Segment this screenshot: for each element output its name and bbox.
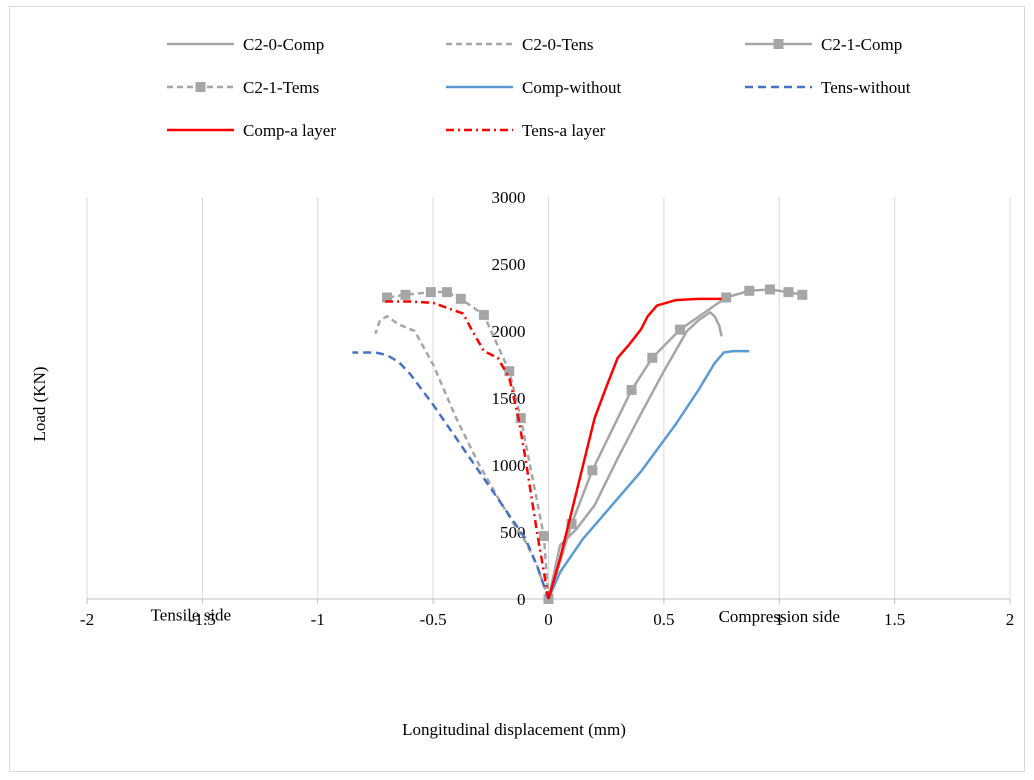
data-point-marker — [647, 352, 658, 363]
legend-label: C2-0-Comp — [243, 35, 324, 54]
data-point-marker — [765, 284, 776, 295]
data-point-marker — [515, 413, 526, 424]
legend-entry: C2-1-Comp — [745, 35, 902, 54]
legend-label: Comp-a layer — [243, 121, 336, 140]
legend-label: Tens-without — [821, 78, 911, 97]
x-tick-label: 1.5 — [884, 610, 905, 629]
series-line — [374, 315, 550, 600]
chart: C2-0-Comp C2-0-Tens C2-1-Comp C2-1-Tems Comp… — [30, 35, 1014, 739]
x-tick-label: 0.5 — [653, 610, 674, 629]
series-c2-1-comp — [543, 284, 808, 604]
x-tick-label: 2 — [1006, 610, 1015, 629]
x-tick-label: -1.5 — [189, 610, 216, 629]
data-point-marker — [455, 293, 466, 304]
y-tick-label: 500 — [500, 523, 526, 542]
legend-label: Tens-a layer — [522, 121, 606, 140]
series-line — [547, 288, 803, 600]
data-point-marker — [783, 287, 794, 298]
data-point-marker — [538, 531, 549, 542]
data-point-marker — [675, 324, 686, 335]
x-axis-label: Longitudinal displacement (mm) — [402, 720, 626, 739]
x-tick-label: -0.5 — [420, 610, 447, 629]
grid — [86, 197, 1011, 599]
series-line — [547, 297, 722, 600]
series-line — [352, 351, 550, 600]
legend: C2-0-Comp C2-0-Tens C2-1-Comp C2-1-Tems Comp… — [167, 35, 911, 140]
chart-frame: C2-0-Comp C2-0-Tens C2-1-Comp C2-1-Tems Comp… — [9, 6, 1025, 772]
annotation: Tensile side — [151, 605, 231, 624]
data-point-marker — [425, 287, 436, 298]
legend-entry: Tens-a layer — [446, 121, 606, 140]
y-tick-label: 1500 — [492, 389, 526, 408]
data-point-marker — [744, 285, 755, 296]
series-line — [382, 300, 550, 600]
legend-label: Comp-without — [522, 78, 621, 97]
series-tens-a-layer — [382, 300, 550, 600]
series-comp-without — [547, 349, 750, 600]
data-point-marker — [721, 292, 732, 303]
legend-entry: C2-0-Comp — [167, 35, 324, 54]
y-tick-label: 0 — [517, 590, 526, 609]
x-tick-label: -1 — [311, 610, 325, 629]
data-point-marker — [626, 384, 637, 395]
legend-entry: Tens-without — [745, 78, 911, 97]
y-tick-label: 1000 — [492, 456, 526, 475]
y-tick-label: 2000 — [492, 322, 526, 341]
axes: -2 -1.5 -1 -0.5 0 0.5 1 1.5 2 0 500 1000 1500 2000 250… — [80, 188, 1014, 629]
x-tick-label: 0 — [544, 610, 553, 629]
series-c2-1-tems — [381, 287, 554, 604]
legend-entry: Comp-a layer — [167, 121, 336, 140]
series-line — [386, 290, 550, 600]
series-c2-0-tens — [374, 315, 550, 600]
data-point-marker — [195, 82, 206, 92]
y-tick-label: 3000 — [492, 188, 526, 207]
data-point-marker — [797, 289, 808, 300]
data-point-marker — [566, 518, 577, 529]
data-point-marker — [441, 287, 452, 298]
data-point-marker — [773, 39, 784, 49]
labels: Load (KN) Longitudinal displacement (mm)… — [30, 366, 840, 739]
legend-label: C2-1-Comp — [821, 35, 902, 54]
x-tick-label: 1 — [775, 610, 784, 629]
legend-label: C2-0-Tens — [522, 35, 594, 54]
legend-entry: Comp-without — [446, 78, 621, 97]
data-point-marker — [400, 289, 411, 300]
series-line — [547, 349, 750, 600]
series-group — [352, 284, 808, 604]
legend-entry: C2-1-Tems — [167, 78, 319, 97]
x-tick-label: -2 — [80, 610, 94, 629]
annotation: Compression side — [719, 607, 840, 626]
data-point-marker — [587, 465, 598, 476]
data-point-marker — [478, 309, 489, 320]
series-c2-0-comp — [547, 310, 723, 600]
y-tick-label: 2500 — [492, 255, 526, 274]
data-point-marker — [381, 292, 392, 303]
legend-label: C2-1-Tems — [243, 78, 319, 97]
y-axis-label: Load (KN) — [30, 366, 49, 441]
series-tens-without — [352, 351, 550, 600]
data-point-marker — [504, 366, 515, 377]
series-line — [547, 310, 723, 600]
legend-entry: C2-0-Tens — [446, 35, 594, 54]
series-comp-a-layer — [547, 297, 722, 600]
